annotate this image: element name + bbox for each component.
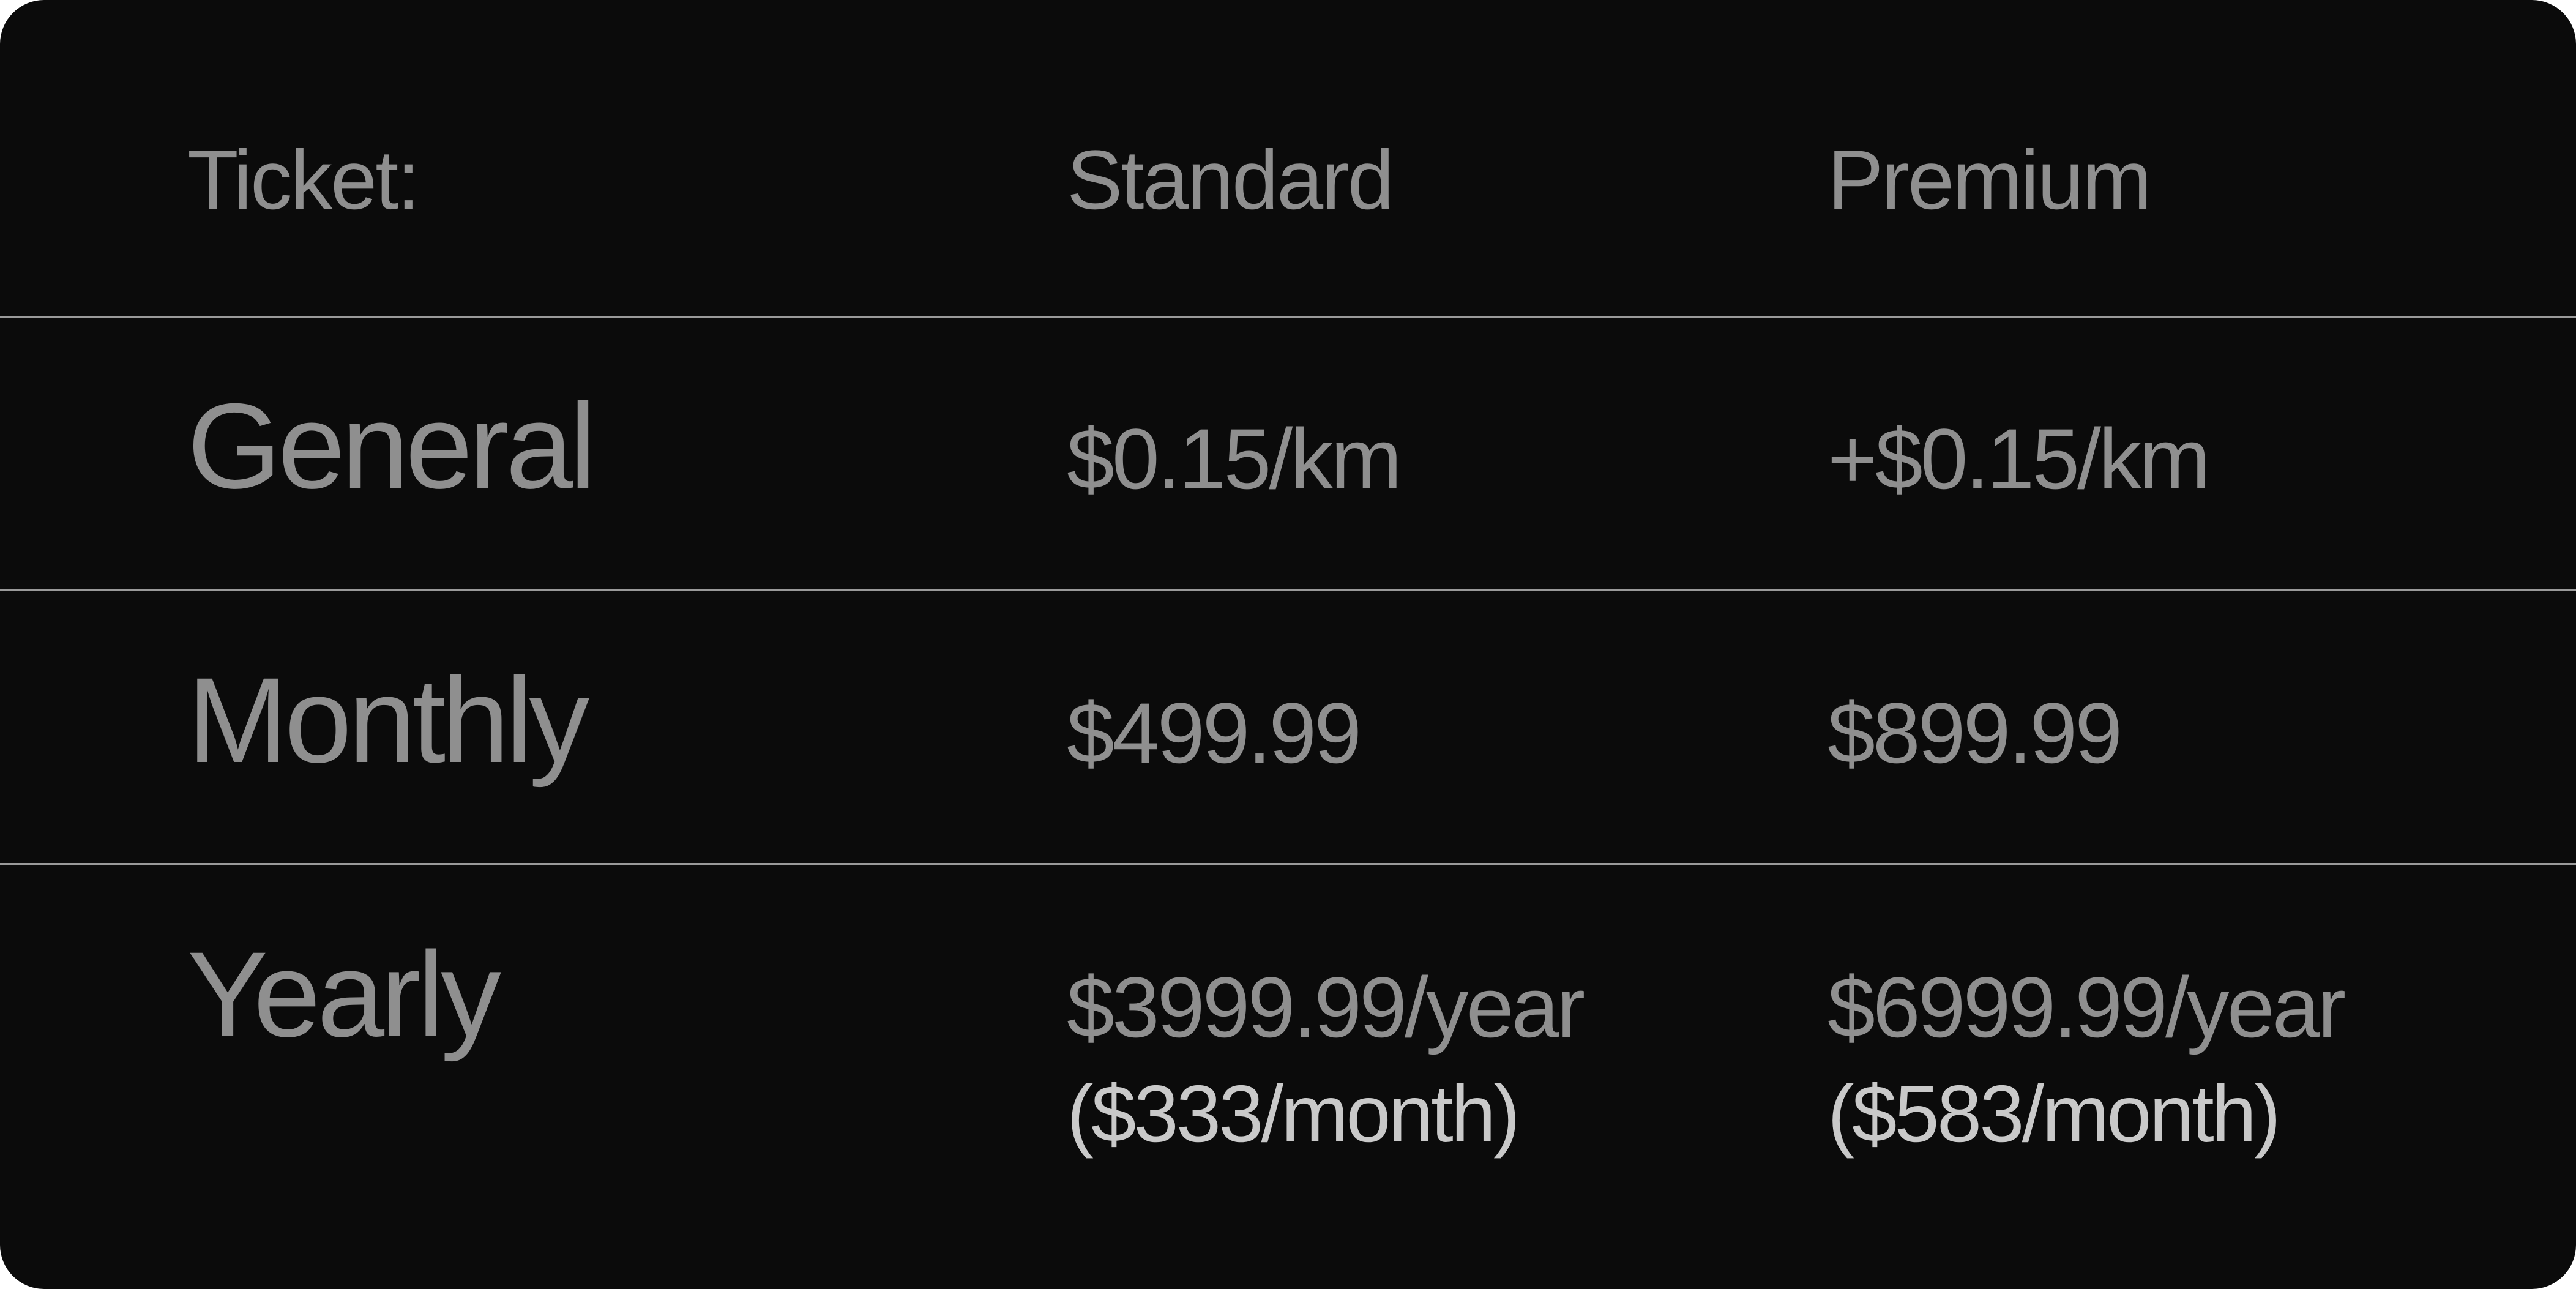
yearly-premium-monthly-equivalent: ($583/month)	[1827, 1069, 2281, 1159]
divider	[0, 589, 2576, 591]
monthly-standard-price: $499.99	[1067, 685, 1362, 781]
premium-header: Premium	[1827, 133, 2152, 227]
yearly-standard-price: $3999.99/year	[1067, 959, 1585, 1055]
row-label-yearly: Yearly	[187, 927, 501, 1062]
row-label-monthly: Monthly	[187, 652, 589, 788]
monthly-premium-price: $899.99	[1827, 685, 2122, 781]
divider	[0, 316, 2576, 318]
ticket-header: Ticket:	[187, 133, 420, 227]
yearly-standard-monthly-equivalent: ($333/month)	[1067, 1069, 1520, 1159]
standard-header: Standard	[1067, 133, 1394, 227]
row-label-general: General	[187, 378, 596, 514]
general-premium-price: +$0.15/km	[1827, 411, 2211, 507]
yearly-premium-price: $6999.99/year	[1827, 959, 2346, 1055]
general-standard-price: $0.15/km	[1067, 411, 1402, 507]
divider	[0, 863, 2576, 865]
